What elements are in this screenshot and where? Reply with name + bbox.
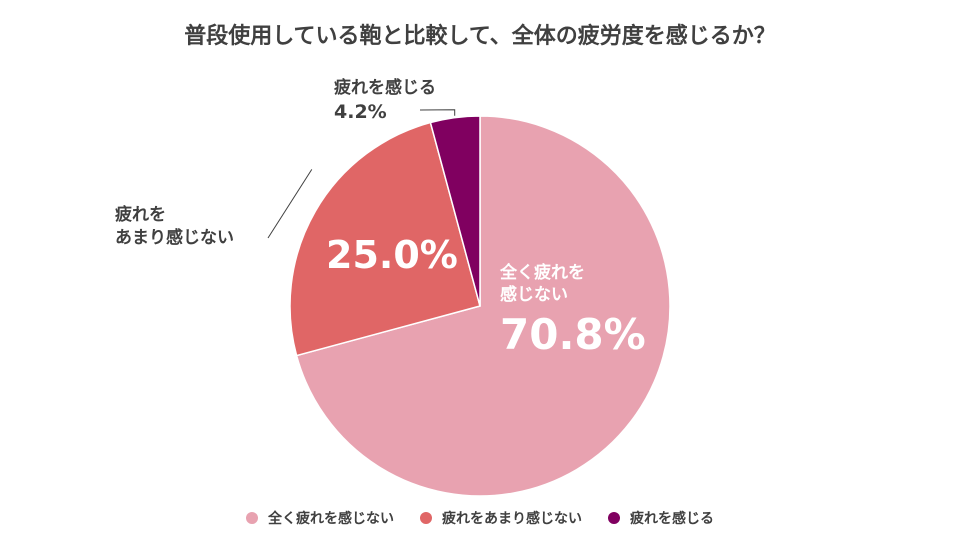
data-label-tired-value: 4.2% (334, 101, 387, 123)
legend-item-tired: 疲れを感じる (608, 508, 714, 528)
pie-slice-slightly-tired (289, 121, 481, 357)
legend-label-slightly-tired: 疲れをあまり感じない (442, 511, 582, 527)
data-label-slightly-tired-name-2: あまり感じない (115, 228, 234, 248)
data-label-tired: 疲れを感じる 4.2% (334, 76, 436, 124)
data-label-slightly-tired-value: 25.0% (326, 233, 458, 277)
data-label-not-tired-value: 70.8% (500, 310, 646, 359)
data-label-slightly-tired-name-1: 疲れを (115, 205, 166, 225)
legend-marker-tired (608, 512, 620, 524)
pie-slice-tired (429, 115, 481, 307)
legend-marker-not-tired (246, 512, 258, 524)
data-label-not-tired: 全く疲れを 感じない 70.8% (500, 262, 646, 362)
data-label-not-tired-name-2: 感じない (500, 285, 568, 305)
data-label-tired-name: 疲れを感じる (334, 78, 436, 98)
legend-label-not-tired: 全く疲れを感じない (268, 511, 394, 527)
leader-line-slightly-tired (267, 169, 313, 239)
legend-item-not-tired: 全く疲れを感じない (246, 508, 394, 528)
chart-title: 普段使用している鞄と比較して、全体の疲労度を感じるか？ (184, 24, 776, 49)
legend: 全く疲れを感じない 疲れをあまり感じない 疲れを感じる (0, 508, 960, 528)
legend-item-slightly-tired: 疲れをあまり感じない (420, 508, 582, 528)
data-label-slightly-tired: 疲れを あまり感じない (115, 204, 234, 250)
legend-label-tired: 疲れを感じる (630, 511, 714, 527)
legend-marker-slightly-tired (420, 512, 432, 524)
data-label-not-tired-name-1: 全く疲れを (500, 263, 585, 283)
pie-slice-not-tired (295, 115, 671, 497)
leader-line-tired (419, 109, 456, 116)
